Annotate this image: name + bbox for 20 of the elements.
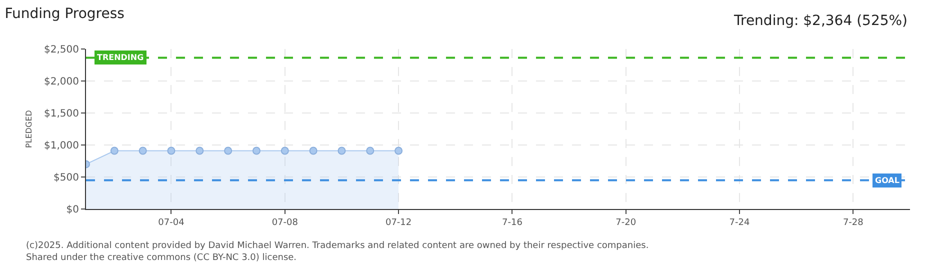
x-tick-label: 7-16 xyxy=(502,218,523,228)
x-tick-label: 07-12 xyxy=(385,218,412,228)
y-axis-title: PLEDGED xyxy=(24,110,34,148)
chart-title: Funding Progress xyxy=(4,6,124,22)
y-tick-label: $500 xyxy=(54,172,79,184)
y-tick-label: $0 xyxy=(66,204,79,216)
y-tick-label: $2,500 xyxy=(44,44,79,56)
x-tick-label: 7-24 xyxy=(729,218,750,228)
x-tick-label: 7-20 xyxy=(616,218,636,228)
text: (c)2025. Additional content provided by David Michael Warren. Trademarks and related content are owned by their respective companies. xyxy=(26,241,649,251)
y-tick-label: $1,500 xyxy=(44,108,79,120)
y-tick-label: $2,000 xyxy=(44,76,79,88)
ref-line-label: GOAL xyxy=(875,176,900,185)
ref-line-label: TRENDING xyxy=(97,53,144,62)
chart-subtitle: Trending: $2,364 (525%) xyxy=(733,13,908,29)
x-tick-label: 07-08 xyxy=(272,218,298,228)
y-tick-label: $1,000 xyxy=(44,140,79,152)
text: Shared under the creative commons (CC BY-NC 3.0) license. xyxy=(26,253,297,263)
x-tick-label: 7-28 xyxy=(842,218,864,228)
x-tick-label: 07-04 xyxy=(158,218,185,228)
